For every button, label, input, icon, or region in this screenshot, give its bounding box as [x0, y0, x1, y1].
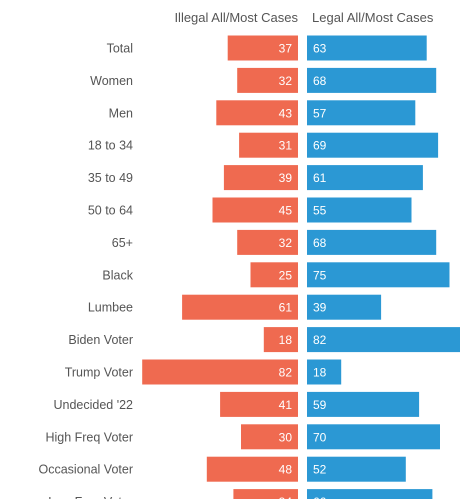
value-label-legal: 82: [313, 333, 327, 347]
value-label-illegal: 39: [279, 171, 293, 185]
bar-legal: [307, 424, 440, 450]
bar-legal: [307, 489, 433, 499]
bar-illegal: [237, 67, 298, 93]
bar-legal: [307, 229, 437, 255]
bar-illegal: [227, 35, 298, 61]
category-label: Low Freq Voter: [48, 495, 133, 499]
category-label: Men: [109, 106, 133, 120]
bar-legal: [307, 35, 427, 61]
value-label-illegal: 31: [279, 139, 293, 153]
bar-legal: [307, 456, 406, 482]
bar-illegal: [241, 424, 298, 450]
value-label-legal: 66: [313, 495, 327, 499]
value-label-legal: 39: [313, 301, 327, 315]
bar-legal: [307, 294, 382, 320]
bar-illegal: [142, 359, 298, 385]
value-label-illegal: 30: [279, 430, 293, 444]
bar-illegal: [223, 165, 298, 191]
bar-legal: [307, 197, 412, 223]
bar-legal: [307, 165, 423, 191]
category-label: 35 to 49: [88, 171, 133, 185]
bar-legal: [307, 100, 416, 126]
legend-illegal: Illegal All/Most Cases: [174, 10, 298, 25]
bar-illegal: [250, 262, 298, 288]
value-label-legal: 70: [313, 430, 327, 444]
value-label-illegal: 32: [279, 236, 293, 250]
value-label-illegal: 45: [279, 204, 293, 218]
bar-illegal: [220, 391, 298, 417]
bar-illegal: [237, 229, 298, 255]
value-label-illegal: 43: [279, 106, 293, 120]
legend-legal: Legal All/Most Cases: [312, 10, 434, 25]
value-label-legal: 63: [313, 42, 327, 56]
value-label-illegal: 61: [279, 301, 293, 315]
value-label-legal: 55: [313, 204, 327, 218]
category-label: High Freq Voter: [45, 430, 133, 444]
bar-legal: [307, 359, 342, 385]
category-label: Lumbee: [88, 301, 133, 315]
value-label-legal: 59: [313, 398, 327, 412]
bar-illegal: [263, 327, 298, 353]
value-label-legal: 68: [313, 236, 327, 250]
value-label-legal: 52: [313, 463, 327, 477]
bar-illegal: [212, 197, 298, 223]
value-label-illegal: 32: [279, 74, 293, 88]
value-label-legal: 61: [313, 171, 327, 185]
value-label-illegal: 48: [279, 463, 293, 477]
category-label: Black: [102, 268, 133, 282]
value-label-legal: 69: [313, 139, 327, 153]
bar-legal: [307, 132, 439, 158]
value-label-legal: 68: [313, 74, 327, 88]
category-label: 18 to 34: [88, 139, 133, 153]
value-label-illegal: 41: [279, 398, 293, 412]
value-label-legal: 57: [313, 106, 327, 120]
bar-legal: [307, 327, 460, 353]
value-label-legal: 75: [313, 268, 327, 282]
bar-illegal: [182, 294, 298, 320]
bar-legal: [307, 67, 437, 93]
category-label: 65+: [112, 236, 133, 250]
category-label: 50 to 64: [88, 204, 133, 218]
value-label-legal: 18: [313, 366, 327, 380]
value-label-illegal: 82: [279, 366, 293, 380]
bar-legal: [307, 391, 420, 417]
category-label: Undecided '22: [53, 398, 133, 412]
category-label: Biden Voter: [68, 333, 133, 347]
value-label-illegal: 37: [279, 42, 293, 56]
value-label-illegal: 25: [279, 268, 293, 282]
bar-illegal: [206, 456, 298, 482]
category-label: Trump Voter: [65, 366, 133, 380]
value-label-illegal: 34: [279, 495, 293, 499]
bar-illegal: [239, 132, 298, 158]
category-label: Occasional Voter: [39, 463, 134, 477]
category-label: Women: [90, 74, 133, 88]
category-label: Total: [107, 42, 133, 56]
bar-illegal: [233, 489, 298, 499]
bar-illegal: [216, 100, 298, 126]
bar-legal: [307, 262, 450, 288]
value-label-illegal: 18: [279, 333, 293, 347]
